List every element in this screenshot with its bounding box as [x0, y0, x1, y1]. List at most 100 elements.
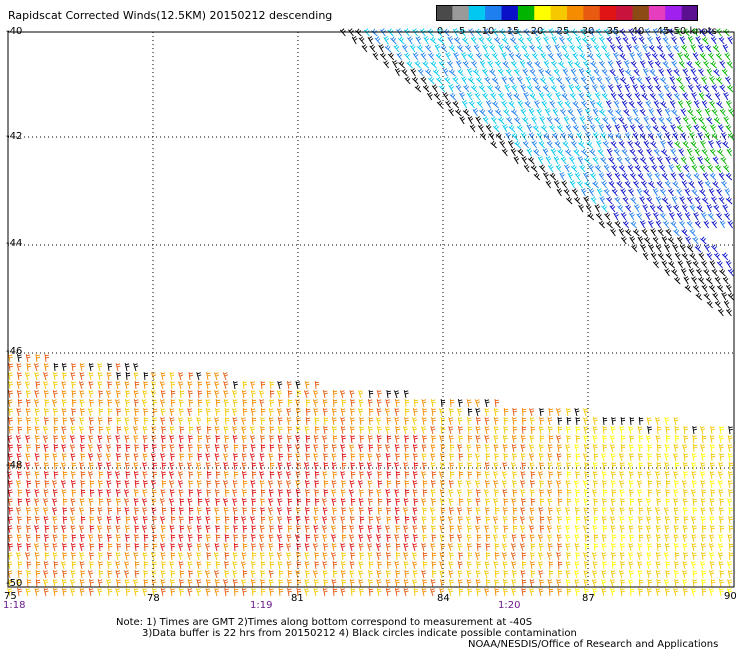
wind-barb	[583, 426, 589, 435]
wind-barb	[596, 188, 603, 197]
wind-barb	[619, 525, 625, 534]
wind-barb	[710, 124, 716, 133]
wind-barb	[528, 444, 535, 453]
wind-barb	[547, 417, 553, 426]
wind-barb	[268, 534, 274, 543]
wind-barb	[641, 180, 647, 189]
wind-barb	[331, 408, 337, 417]
wind-barb	[556, 480, 562, 489]
wind-barb	[505, 68, 512, 77]
wind-barb	[421, 444, 427, 453]
wind-barb	[260, 515, 266, 525]
wind-barb	[522, 116, 529, 125]
wind-barb	[627, 164, 634, 173]
wind-barb	[603, 188, 610, 197]
wind-barb	[662, 36, 669, 45]
wind-barb	[673, 543, 679, 552]
wind-barb	[601, 68, 608, 77]
wind-barb	[340, 516, 346, 525]
wind-barb	[224, 488, 230, 498]
wind-barb	[457, 534, 463, 543]
wind-barb	[440, 443, 446, 453]
wind-barb	[332, 506, 337, 516]
wind-barb	[160, 588, 166, 597]
wind-barb	[106, 489, 112, 498]
wind-barb	[62, 506, 68, 516]
wind-barb	[467, 52, 475, 61]
wind-barb	[682, 507, 688, 516]
wind-barb	[711, 132, 719, 141]
wind-barb	[359, 452, 365, 462]
wind-barb	[368, 506, 373, 516]
wind-barb	[341, 578, 347, 588]
wind-barb	[296, 587, 302, 597]
wind-barb	[510, 462, 517, 471]
wind-barb	[178, 435, 184, 444]
wind-barb	[61, 390, 67, 399]
wind-barb	[44, 407, 49, 417]
time-label-120: 1:20	[498, 600, 521, 611]
wind-barb	[665, 44, 672, 53]
wind-barb	[647, 60, 654, 69]
wind-barb	[61, 426, 67, 435]
wind-barb	[648, 244, 655, 253]
colorbar-swatch	[599, 5, 617, 21]
wind-barb	[116, 578, 121, 588]
wind-barb	[313, 579, 319, 588]
wind-barb	[529, 579, 535, 588]
wind-barb	[42, 426, 49, 435]
wind-barb	[321, 525, 328, 534]
wind-barb	[523, 28, 530, 37]
wind-barb	[712, 180, 719, 189]
wind-barb	[719, 220, 726, 229]
wind-barb	[556, 52, 563, 61]
wind-barb	[620, 443, 626, 453]
wind-barb	[447, 60, 453, 69]
wind-barb	[549, 172, 557, 181]
wind-barb	[440, 479, 445, 489]
wind-barb	[484, 525, 490, 534]
wind-barb	[713, 68, 720, 77]
wind-barb	[580, 188, 587, 197]
wind-barb	[683, 551, 688, 561]
wind-barb	[655, 588, 661, 597]
wind-barb	[708, 188, 715, 197]
wind-barb	[394, 462, 400, 471]
wind-barb	[682, 444, 688, 453]
wind-barb	[639, 132, 647, 141]
wind-barb	[349, 579, 355, 588]
wind-barb	[529, 507, 535, 516]
wind-barb	[590, 60, 597, 69]
wind-barb	[706, 204, 713, 213]
wind-barb	[15, 435, 22, 444]
wind-barb	[402, 426, 409, 435]
wind-barb	[601, 507, 607, 516]
wind-barb	[396, 52, 403, 61]
wind-barb	[215, 398, 221, 408]
wind-barb	[321, 498, 328, 507]
wind-barb	[610, 228, 616, 237]
wind-barb	[61, 399, 67, 408]
wind-barb	[572, 124, 580, 133]
wind-barb	[377, 560, 382, 570]
wind-barb	[350, 461, 356, 471]
wind-barb	[525, 76, 532, 85]
wind-barb	[597, 148, 604, 157]
wind-barb	[602, 434, 607, 444]
wind-barb	[466, 579, 472, 588]
wind-barb	[268, 516, 274, 525]
wind-barb	[584, 470, 590, 480]
wind-barb	[43, 561, 49, 570]
wind-barb	[692, 578, 698, 588]
wind-barb	[70, 372, 76, 381]
wind-barb	[70, 570, 76, 579]
wind-barb	[697, 156, 704, 165]
wind-barb	[691, 116, 698, 125]
wind-barb	[661, 172, 669, 181]
wind-barb	[565, 516, 571, 525]
wind-barb	[8, 461, 13, 471]
wind-barb	[305, 497, 311, 507]
wind-barb	[629, 212, 635, 221]
note-line-1: Note: 1) Times are GMT 2)Times along bot…	[116, 617, 533, 628]
wind-barb	[403, 579, 409, 588]
